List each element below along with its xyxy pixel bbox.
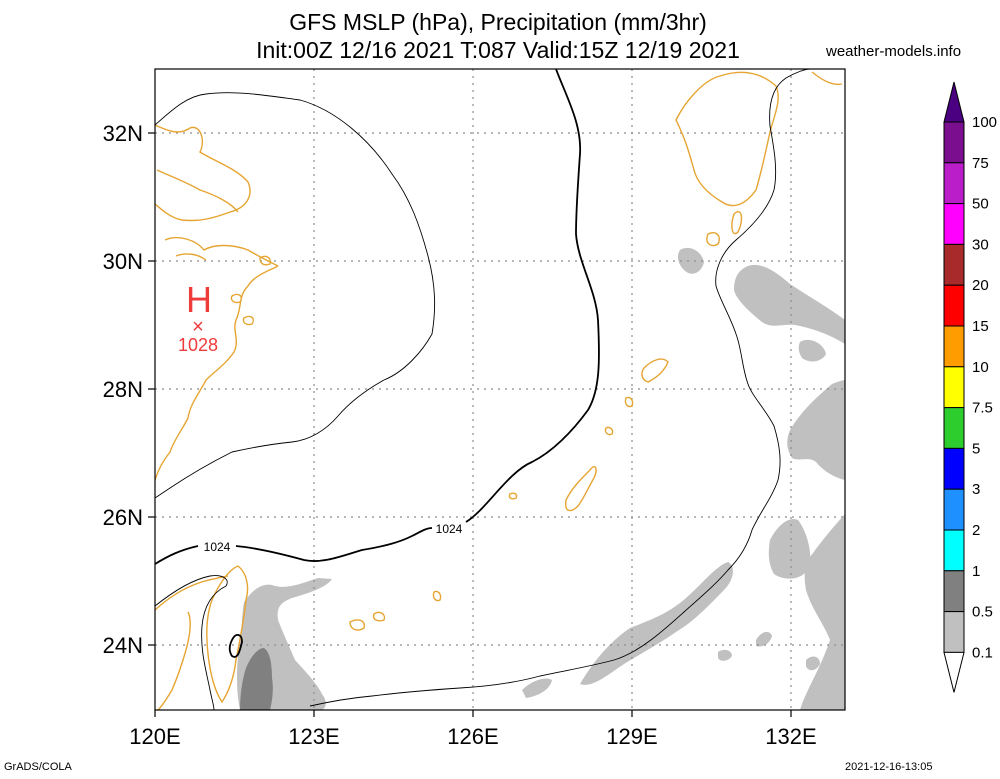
colorbar-label: 7.5 xyxy=(972,400,993,417)
lat-label: 32N xyxy=(103,121,143,146)
coastline-island xyxy=(604,426,614,436)
coastline-china xyxy=(175,253,207,261)
colorbar-swatch xyxy=(943,203,965,245)
colorbar-swatch xyxy=(943,570,965,613)
coastline-china xyxy=(155,124,251,222)
coastline-china xyxy=(164,236,279,267)
source-label: weather-models.info xyxy=(826,43,962,60)
coastline-sakishima xyxy=(372,611,386,622)
colorbar-bottom-tip xyxy=(943,651,965,693)
lat-label: 30N xyxy=(103,249,143,274)
colorbar-swatch xyxy=(943,529,965,572)
high-pressure-symbol: H xyxy=(186,279,212,320)
lon-label: 120E xyxy=(129,724,180,749)
coastline-amami xyxy=(641,358,669,383)
precip-area xyxy=(756,631,772,647)
coastline-island xyxy=(259,255,272,266)
precip-area xyxy=(718,649,732,661)
colorbar-label: 100 xyxy=(972,114,997,131)
colorbar-swatch xyxy=(943,162,965,205)
colorbar-label: 1 xyxy=(972,563,980,580)
isobars xyxy=(155,69,811,710)
precip-area xyxy=(580,562,733,685)
colorbar-label: 50 xyxy=(972,196,989,213)
precip-area xyxy=(768,518,811,579)
coastline-island xyxy=(706,232,720,247)
colorbar: 100 75 50 30 20 15 10 7.5 5 3 2 1 0.5 0.1 xyxy=(943,81,997,693)
lon-label: 123E xyxy=(288,724,339,749)
colorbar-label: 0.5 xyxy=(972,604,993,621)
coastline-japan xyxy=(811,71,843,86)
coastline-island xyxy=(242,315,254,326)
colorbar-swatch xyxy=(943,243,965,286)
high-pressure-center: H × 1028 xyxy=(178,279,218,355)
colorbar-label: 10 xyxy=(972,359,989,376)
precip-area xyxy=(800,514,845,710)
lat-lon-grid xyxy=(155,69,845,710)
coastline-china-south xyxy=(155,575,229,611)
precip-area xyxy=(240,648,273,710)
isobar-1024 xyxy=(235,527,433,562)
high-pressure-marker: × xyxy=(192,316,204,338)
axis-ticks xyxy=(148,132,792,717)
lon-label: 132E xyxy=(765,724,816,749)
colorbar-swatch xyxy=(943,121,965,164)
isobar-1024 xyxy=(465,69,600,523)
precip-area xyxy=(806,656,820,671)
coastline-okinawa xyxy=(564,466,597,512)
isobar xyxy=(155,92,436,499)
isobar-1024-small xyxy=(228,634,243,658)
footer-software: GrADS/COLA xyxy=(4,761,72,773)
colorbar-swatch xyxy=(943,611,965,653)
coastline-island xyxy=(731,211,743,235)
lat-label: 28N xyxy=(103,377,143,402)
chart-title-line1: GFS MSLP (hPa), Precipitation (mm/3hr) xyxy=(289,9,707,35)
colorbar-swatch xyxy=(943,407,965,449)
isobar-label: 1024 xyxy=(204,540,231,554)
precip-area xyxy=(734,264,845,344)
footer-timestamp: 2021-12-16-13:05 xyxy=(845,761,933,773)
isobar-label: 1024 xyxy=(436,522,463,536)
coastline-china xyxy=(156,169,239,213)
colorbar-swatch xyxy=(943,488,965,531)
colorbar-swatch xyxy=(943,325,965,368)
isobar-1024 xyxy=(155,545,199,565)
lat-label: 24N xyxy=(103,633,143,658)
coastline-china-south xyxy=(157,611,191,710)
precipitation-layer xyxy=(237,247,845,710)
lon-label: 129E xyxy=(606,724,657,749)
coastline-taiwan xyxy=(206,565,249,704)
coastline-sakishima xyxy=(349,619,365,631)
coastline-island xyxy=(624,396,634,408)
colorbar-label: 15 xyxy=(972,318,989,335)
colorbar-swatch xyxy=(943,447,965,490)
coastline-kyushu xyxy=(675,71,779,207)
chart-title-line2: Init:00Z 12/16 2021 T:087 Valid:15Z 12/1… xyxy=(256,37,740,63)
precip-area xyxy=(677,247,704,274)
colorbar-label: 0.1 xyxy=(972,644,993,661)
lon-label: 126E xyxy=(447,724,498,749)
precip-area xyxy=(787,380,845,480)
colorbar-label: 75 xyxy=(972,155,989,172)
colorbar-label: 30 xyxy=(972,236,989,253)
isobar xyxy=(309,69,811,707)
high-pressure-value: 1028 xyxy=(178,335,218,355)
precip-area xyxy=(522,678,552,698)
coastlines xyxy=(155,71,843,710)
colorbar-label: 20 xyxy=(972,277,989,294)
lat-label: 26N xyxy=(103,505,143,530)
colorbar-label: 3 xyxy=(972,481,980,498)
colorbar-top-tip xyxy=(943,81,965,123)
coastline-island xyxy=(230,293,242,304)
coastline-island xyxy=(432,590,442,602)
isobar xyxy=(155,575,228,710)
coastline-china xyxy=(155,265,279,481)
colorbar-swatch xyxy=(943,366,965,409)
precip-area xyxy=(798,339,826,362)
coastline-island xyxy=(508,492,518,500)
colorbar-label: 2 xyxy=(972,522,980,539)
colorbar-label: 5 xyxy=(972,440,980,457)
colorbar-swatch xyxy=(943,284,965,327)
